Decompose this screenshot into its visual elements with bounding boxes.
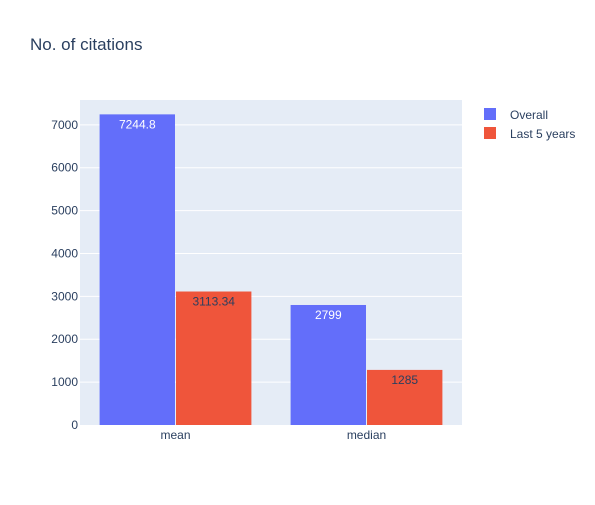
legend-label: Overall	[510, 108, 548, 122]
chart-title: No. of citations	[30, 35, 142, 54]
y-tick-label: 5000	[51, 204, 78, 218]
bar-mean-last-5-years[interactable]	[176, 291, 252, 425]
x-tick-label: mean	[160, 428, 190, 442]
bar-value-label: 1285	[391, 373, 418, 387]
bar-value-label: 2799	[315, 308, 342, 322]
bar-median-last-5-years[interactable]	[367, 369, 443, 425]
y-tick-label: 3000	[51, 289, 78, 303]
y-tick-label: 2000	[51, 332, 78, 346]
bar-value-label: 3113.34	[192, 295, 235, 309]
legend[interactable]: Overall Last 5 years	[484, 108, 575, 141]
legend-item-overall[interactable]: Overall	[484, 108, 548, 122]
legend-swatch	[484, 127, 496, 139]
y-tick-label: 1000	[51, 375, 78, 389]
y-axis-ticks: 0 1000 2000 3000 4000 5000 6000 7000	[51, 118, 78, 432]
legend-label: Last 5 years	[510, 127, 575, 141]
legend-item-last-5-years[interactable]: Last 5 years	[484, 127, 575, 141]
bars	[99, 114, 443, 425]
legend-swatch	[484, 108, 496, 120]
y-tick-label: 4000	[51, 246, 78, 260]
y-tick-label: 7000	[51, 118, 78, 132]
bar-value-label: 7244.8	[119, 117, 156, 131]
y-tick-label: 6000	[51, 161, 78, 175]
x-tick-label: median	[347, 428, 386, 442]
x-axis-ticks: mean median	[160, 428, 386, 442]
y-tick-label: 0	[71, 418, 78, 432]
bar-median-overall[interactable]	[290, 304, 366, 425]
data-labels: 7244.8 3113.34 2799 1285	[119, 117, 418, 387]
bar-mean-overall[interactable]	[99, 114, 175, 425]
